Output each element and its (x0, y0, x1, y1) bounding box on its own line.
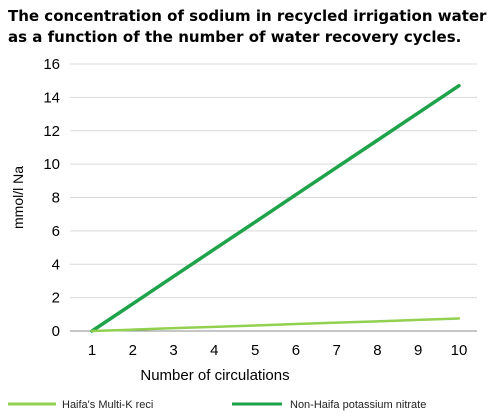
y-tick-label: 2 (52, 290, 60, 307)
legend: Haifa's Multi-K reci Non-Haifa potassium … (8, 399, 426, 411)
x-tick-label: 8 (373, 342, 381, 359)
x-tick-label: 6 (292, 342, 300, 359)
chart-title-line-2: as a function of the number of water rec… (8, 28, 462, 46)
series-line-2 (90, 83, 461, 333)
y-tick-label: 4 (52, 256, 60, 273)
x-tick-label: 7 (332, 342, 340, 359)
x-tick-label: 9 (414, 342, 422, 359)
y-tick-label: 6 (52, 223, 60, 240)
y-axis-title: mmol/l Na (10, 166, 26, 229)
x-tick-label: 2 (129, 342, 137, 359)
chart-title-line-1: The concentration of sodium in recycled … (8, 7, 487, 25)
y-tick-label: 0 (52, 323, 60, 340)
legend-label-2: Non-Haifa potassium nitrate (290, 399, 426, 411)
y-tick-label: 8 (52, 190, 60, 207)
x-tick-label: 4 (210, 342, 218, 359)
x-tick-label: 3 (169, 342, 177, 359)
x-axis-title: Number of circulations (140, 367, 289, 384)
chart-title: The concentration of sodium in recycled … (8, 6, 498, 48)
legend-label-1: Haifa's Multi-K reci (62, 399, 153, 411)
y-tick-label: 16 (43, 56, 60, 73)
grid-lines (70, 63, 477, 299)
y-tick-label: 14 (43, 89, 60, 106)
x-tick-label: 1 (88, 342, 96, 359)
y-tick-label: 10 (43, 156, 60, 173)
series-line-1 (90, 317, 461, 333)
series-lines (90, 83, 461, 333)
y-tick-label: 12 (43, 123, 60, 140)
x-tick-label: 10 (451, 342, 468, 359)
x-tick-label: 5 (251, 342, 259, 359)
